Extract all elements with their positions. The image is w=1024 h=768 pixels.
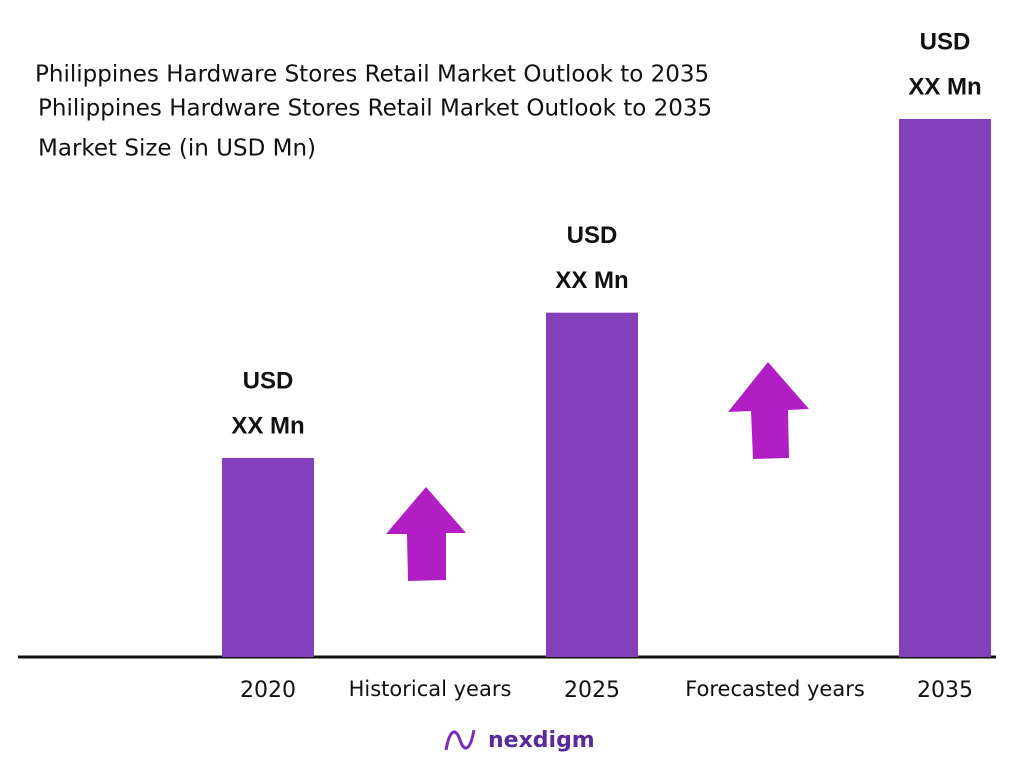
annotation: Forecasted years [685,677,865,701]
value-label: XX Mn [231,412,304,439]
x-tick-label: 2020 [240,678,296,703]
chart-title: Philippines Hardware Stores Retail Marke… [35,62,709,88]
value-label: USD [567,222,618,249]
bar [899,119,991,657]
value-label: USD [243,367,294,394]
growth-arrow [728,362,809,459]
x-tick-label: 2035 [917,678,973,703]
chart-title-repeat: Philippines Hardware Stores Retail Marke… [38,96,712,122]
value-label: XX Mn [555,267,628,294]
growth-arrow [386,487,466,581]
annotation: Historical years [349,677,512,701]
bar [546,312,638,657]
logo: nexdigm [444,728,595,753]
value-label: USD [920,28,971,55]
logo-mark [444,729,476,751]
logo-text: nexdigm [488,728,595,753]
value-label: XX Mn [908,73,981,100]
chart-subtitle: Market Size (in USD Mn) [38,136,316,162]
bar [222,457,314,657]
x-tick-label: 2025 [564,678,620,703]
